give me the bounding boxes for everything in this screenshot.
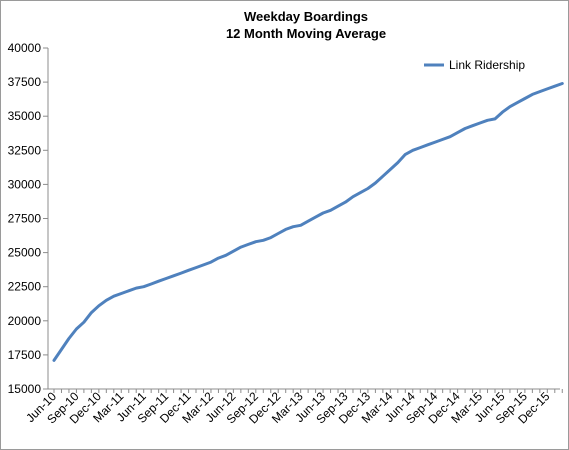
y-tick-label: 22500: [8, 280, 42, 294]
y-tick-label: 32500: [8, 143, 42, 157]
chart-subtitle: 12 Month Moving Average: [226, 26, 386, 41]
y-tick-label: 37500: [8, 75, 42, 89]
series-line-link-ridership: [52, 82, 564, 362]
chart-title: Weekday Boardings: [244, 9, 368, 24]
y-axis: 15000 17500 20000 22500 25000 27500 30000 32500…: [8, 41, 49, 396]
y-tick-label: 35000: [8, 109, 42, 123]
y-tick-label: 25000: [8, 246, 42, 260]
series-group: [52, 82, 564, 362]
y-tick-label: 15000: [8, 382, 42, 396]
y-tick-label: 40000: [8, 41, 42, 55]
y-tick-label: 27500: [8, 212, 42, 226]
x-axis: Jun-10Sep-10Dec-10Mar-11Jun-11Sep-11Dec-…: [23, 388, 563, 426]
y-tick-label: 20000: [8, 314, 42, 328]
legend-label: Link Ridership: [449, 58, 525, 72]
y-tick-label: 30000: [8, 177, 42, 191]
y-tick-label: 17500: [8, 348, 42, 362]
legend: Link Ridership: [424, 58, 525, 72]
